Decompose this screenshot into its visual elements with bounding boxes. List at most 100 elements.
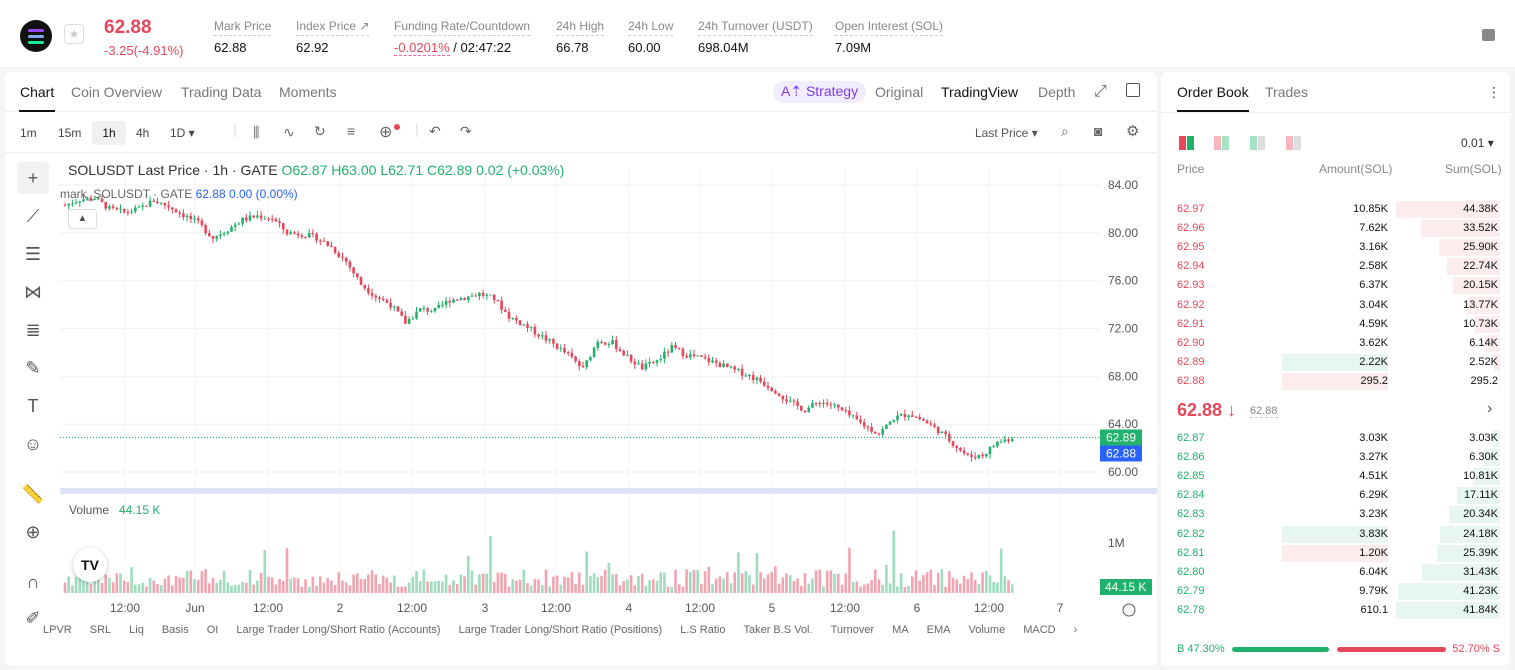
candle-body	[452, 299, 455, 303]
collapse-legend-button[interactable]: ▲	[68, 209, 97, 229]
indicator-10[interactable]: MA	[892, 624, 909, 636]
indicator-6[interactable]: Large Trader Long/Short Ratio (Positions…	[458, 624, 663, 636]
chevron-right-icon[interactable]: ›	[1487, 400, 1493, 417]
view-bids-icon[interactable]	[1250, 136, 1266, 150]
ask-row[interactable]: 62.92 3.04K 13.77K	[1177, 296, 1500, 315]
book-icon[interactable]	[1482, 29, 1495, 41]
tab-depth[interactable]: Depth	[1038, 84, 1076, 100]
indicators-icon[interactable]: ∿	[283, 124, 295, 140]
more-options-icon[interactable]: ⋮	[1487, 84, 1501, 100]
ask-row[interactable]: 62.90 3.62K 6.14K	[1177, 334, 1500, 353]
interval-15m[interactable]: 15m	[58, 126, 82, 140]
interval-1d-dropdown[interactable]: 1D ▾	[170, 126, 195, 140]
volume-bar	[400, 586, 403, 593]
window-icon[interactable]	[1126, 83, 1140, 97]
indicator-7[interactable]: L.S Ratio	[680, 624, 726, 636]
bid-row[interactable]: 62.80 6.04K 31.43K	[1177, 563, 1500, 582]
redo-icon[interactable]: ↷	[460, 123, 472, 139]
tab-moments[interactable]: Moments	[279, 84, 337, 100]
indicator-0[interactable]: LPVR	[43, 624, 72, 636]
strategy-button[interactable]: A⇡ Strategy	[773, 81, 867, 103]
ask-row[interactable]: 62.88 295.2 295.2	[1177, 372, 1500, 391]
bid-row[interactable]: 62.86 3.27K 6.30K	[1177, 448, 1500, 467]
indicator-1[interactable]: SRL	[89, 624, 112, 636]
candle-type-icon[interactable]: ⫼	[253, 124, 260, 140]
magnet-icon[interactable]: ∩	[26, 572, 40, 592]
crosshair-icon[interactable]: +	[17, 162, 49, 194]
camera-icon[interactable]: ◙	[1094, 123, 1103, 139]
volume-bar	[230, 585, 233, 593]
horizontal-lines-icon[interactable]: ☰	[24, 244, 42, 264]
candle-body	[189, 215, 193, 220]
indicator-2[interactable]: Liq	[129, 624, 144, 636]
row-sum: 295.2	[1470, 374, 1498, 387]
indicator-11[interactable]: EMA	[926, 624, 951, 636]
expand-icon[interactable]: ⤢	[1094, 83, 1107, 100]
volume-bar	[459, 574, 463, 593]
bid-row[interactable]: 62.78 610.1 41.84K	[1177, 601, 1500, 620]
bid-row[interactable]: 62.82 3.83K 24.18K	[1177, 525, 1500, 544]
interval-4h[interactable]: 4h	[136, 126, 150, 140]
volume-tag	[1100, 579, 1152, 595]
view-both-icon[interactable]	[1179, 136, 1195, 150]
price-source-dropdown[interactable]: Last Price ▾	[975, 126, 1038, 140]
favorite-star-icon[interactable]: ★	[64, 24, 84, 44]
tab-tradingview[interactable]: TradingView	[941, 84, 1019, 100]
bid-row[interactable]: 62.83 3.23K 20.34K	[1177, 505, 1500, 524]
tab-original[interactable]: Original	[875, 84, 924, 100]
replay-icon[interactable]: ↻	[314, 123, 326, 139]
ask-row[interactable]: 62.94 2.58K 22.74K	[1177, 257, 1500, 276]
fibonacci-icon[interactable]: ≣	[25, 320, 41, 340]
trend-line-icon[interactable]: ⟋	[26, 206, 40, 226]
ask-row[interactable]: 62.95 3.16K 25.90K	[1177, 238, 1500, 257]
bid-row[interactable]: 62.81 1.20K 25.39K	[1177, 544, 1500, 563]
candle-body	[555, 343, 559, 349]
emoji-icon[interactable]: ☺	[23, 434, 43, 454]
indicator-13[interactable]: MACD	[1023, 624, 1056, 636]
tab-trading-data[interactable]: Trading Data	[181, 84, 262, 100]
candle-body	[544, 335, 548, 341]
indicator-5[interactable]: Large Trader Long/Short Ratio (Accounts)	[236, 624, 441, 636]
undo-icon[interactable]: ↶	[429, 123, 441, 139]
pattern-icon[interactable]: ⋈	[24, 282, 42, 302]
indicator-3[interactable]: Basis	[161, 624, 189, 636]
tab-coin-overview[interactable]: Coin Overview	[71, 84, 163, 100]
legend-open: O62.87	[281, 162, 328, 178]
ask-row[interactable]: 62.91 4.59K 10.73K	[1177, 315, 1500, 334]
ask-row[interactable]: 62.97 10.85K 44.38K	[1177, 200, 1500, 219]
tab-chart[interactable]: Chart	[20, 84, 55, 100]
volume-bar	[640, 573, 644, 593]
bid-row[interactable]: 62.87 3.03K 3.03K	[1177, 429, 1500, 448]
templates-icon[interactable]: ≡	[347, 123, 356, 139]
bid-row[interactable]: 62.85 4.51K 10.81K	[1177, 467, 1500, 486]
bid-row[interactable]: 62.84 6.29K 17.11K	[1177, 486, 1500, 505]
indicator-8[interactable]: Taker B.S Vol.	[743, 624, 813, 636]
candle-body	[100, 198, 104, 202]
settings-gear-icon[interactable]: ⚙	[1126, 123, 1140, 140]
chevron-right-icon[interactable]: ›	[1073, 624, 1078, 636]
pencil-lock-icon[interactable]: ✐	[25, 608, 41, 628]
tab-order-book[interactable]: Order Book	[1177, 84, 1249, 100]
search-icon[interactable]: ⌕	[1061, 123, 1069, 139]
view-asks-icon[interactable]	[1286, 136, 1302, 150]
precision-dropdown[interactable]: 0.01 ▾	[1461, 136, 1494, 150]
indicator-12[interactable]: Volume	[968, 624, 1006, 636]
ask-row[interactable]: 62.93 6.37K 20.15K	[1177, 276, 1500, 295]
ruler-icon[interactable]: 📏	[21, 484, 45, 504]
text-tool-icon[interactable]: T	[27, 396, 39, 416]
zoom-in-icon[interactable]: ⊕	[25, 522, 41, 542]
view-both-alt-icon[interactable]	[1214, 136, 1230, 150]
brush-icon[interactable]: ✎	[25, 358, 41, 378]
interval-1m[interactable]: 1m	[20, 126, 37, 140]
indicator-9[interactable]: Turnover	[830, 624, 875, 636]
volume-bar	[907, 585, 910, 593]
bid-row[interactable]: 62.79 9.79K 41.23K	[1177, 582, 1500, 601]
ask-row[interactable]: 62.96 7.62K 33.52K	[1177, 219, 1500, 238]
ask-row[interactable]: 62.89 2.22K 2.52K	[1177, 353, 1500, 372]
indicator-4[interactable]: OI	[206, 624, 219, 636]
tab-trades[interactable]: Trades	[1265, 84, 1309, 100]
volume-bar	[111, 582, 115, 593]
add-indicator-icon[interactable]: ⊕	[379, 124, 393, 141]
volume-bar	[922, 574, 925, 593]
interval-1h[interactable]: 1h	[92, 121, 126, 145]
